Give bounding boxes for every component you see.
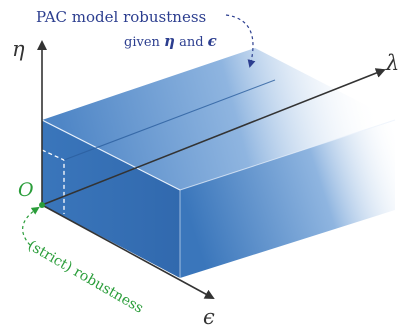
epsilon-axis-label: ϵ xyxy=(203,305,215,326)
pac-subtitle-text: given η and ϵ xyxy=(124,32,217,50)
eta-axis-label: η xyxy=(12,37,25,61)
box-top-face xyxy=(42,48,395,190)
top-inner-line xyxy=(63,79,276,161)
pac-pointer-arrow xyxy=(225,14,256,68)
origin-label: O xyxy=(18,179,34,201)
epsilon-axis xyxy=(41,204,215,299)
lambda-axis xyxy=(41,68,386,206)
pac-subtitle-epsilon: ϵ xyxy=(208,32,217,50)
lambda-axis-label: λ xyxy=(385,51,399,75)
pac-subtitle-eta: η xyxy=(164,32,175,50)
box-side-face xyxy=(180,120,395,278)
box-top-edge-line xyxy=(179,119,396,191)
box-front-face xyxy=(42,120,180,278)
box-front-top-edge xyxy=(41,119,181,191)
pac-title-text: PAC model robustness xyxy=(36,8,206,26)
origin-point xyxy=(39,202,45,208)
